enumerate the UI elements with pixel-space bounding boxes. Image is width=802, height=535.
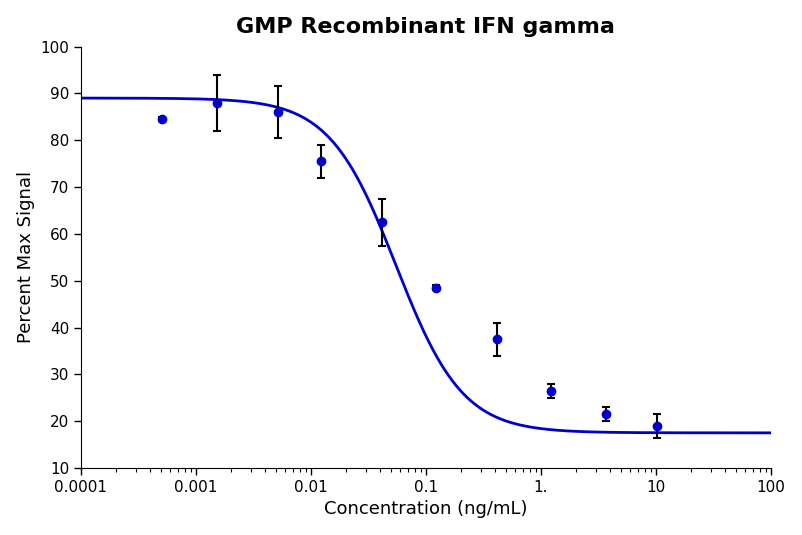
Y-axis label: Percent Max Signal: Percent Max Signal: [17, 171, 34, 343]
X-axis label: Concentration (ng/mL): Concentration (ng/mL): [324, 500, 528, 518]
Title: GMP Recombinant IFN gamma: GMP Recombinant IFN gamma: [237, 17, 615, 37]
